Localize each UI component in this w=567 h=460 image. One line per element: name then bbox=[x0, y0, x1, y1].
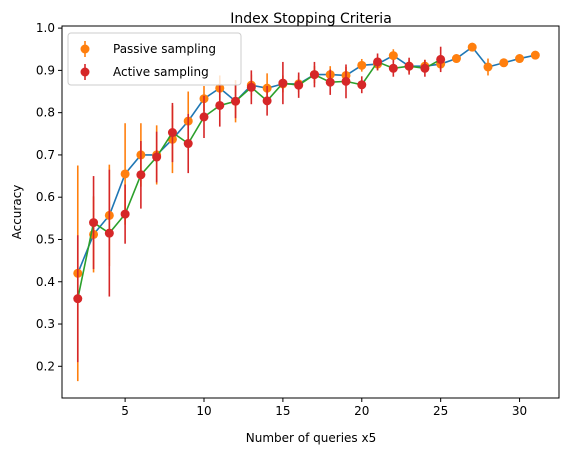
data-point bbox=[515, 54, 525, 64]
y-tick-label: 1.0 bbox=[36, 21, 55, 35]
data-point bbox=[357, 80, 367, 90]
data-point bbox=[104, 228, 114, 238]
y-tick-label: 0.4 bbox=[36, 275, 55, 289]
data-point bbox=[420, 63, 430, 73]
series-active bbox=[73, 46, 446, 363]
chart-title: Index Stopping Criteria bbox=[230, 11, 392, 27]
y-tick-label: 0.3 bbox=[36, 317, 55, 331]
legend-marker bbox=[80, 44, 90, 54]
data-point bbox=[388, 63, 398, 73]
y-tick-label: 0.8 bbox=[36, 106, 55, 120]
x-tick-label: 30 bbox=[512, 404, 527, 418]
y-axis-label: Accuracy bbox=[10, 185, 24, 240]
data-point bbox=[404, 61, 414, 71]
x-tick-label: 5 bbox=[121, 404, 129, 418]
legend-box bbox=[67, 32, 242, 86]
plot-marks bbox=[73, 42, 540, 382]
data-point bbox=[436, 54, 446, 64]
x-tick-label: 15 bbox=[275, 404, 290, 418]
data-point bbox=[199, 112, 209, 122]
data-point bbox=[530, 50, 540, 60]
plot-frame bbox=[61, 25, 560, 399]
data-point bbox=[499, 58, 509, 68]
legend-marker bbox=[80, 67, 90, 77]
data-point bbox=[325, 77, 335, 87]
data-point bbox=[136, 170, 146, 180]
data-point bbox=[451, 54, 461, 64]
x-tick-label: 25 bbox=[433, 404, 448, 418]
data-point bbox=[215, 100, 225, 110]
x-axis-label: Number of queries x5 bbox=[246, 431, 376, 445]
data-point bbox=[167, 128, 177, 138]
y-tick-label: 0.6 bbox=[36, 190, 55, 204]
data-point bbox=[357, 60, 367, 70]
data-point bbox=[120, 209, 130, 219]
x-axis-ticks: 5 10 15 20 25 30 bbox=[121, 398, 527, 418]
data-point bbox=[483, 62, 493, 72]
data-point bbox=[294, 80, 304, 90]
y-tick-label: 0.2 bbox=[36, 359, 55, 373]
y-axis-ticks: 0.2 0.3 0.4 0.5 0.6 0.7 0.8 0.9 1.0 bbox=[36, 21, 62, 373]
data-point bbox=[373, 57, 383, 67]
data-point bbox=[152, 152, 162, 162]
x-tick-label: 10 bbox=[196, 404, 211, 418]
data-point bbox=[246, 82, 256, 92]
legend: Passive sampling Active sampling bbox=[67, 32, 242, 86]
series-line bbox=[76, 58, 442, 299]
data-point bbox=[89, 218, 99, 228]
series-passive bbox=[73, 42, 540, 382]
y-tick-label: 0.7 bbox=[36, 148, 55, 162]
x-tick-label: 20 bbox=[354, 404, 369, 418]
data-point bbox=[262, 96, 272, 106]
data-point bbox=[341, 76, 351, 86]
data-point bbox=[467, 42, 477, 52]
data-point bbox=[183, 139, 193, 149]
data-point bbox=[73, 294, 83, 304]
data-point bbox=[278, 78, 288, 88]
data-point bbox=[231, 96, 241, 106]
data-point bbox=[120, 169, 130, 179]
y-tick-label: 0.9 bbox=[36, 63, 55, 77]
data-point bbox=[388, 51, 398, 61]
y-tick-label: 0.5 bbox=[36, 232, 55, 246]
legend-label: Active sampling bbox=[113, 65, 209, 79]
data-point bbox=[309, 70, 319, 80]
legend-label: Passive sampling bbox=[113, 42, 216, 56]
